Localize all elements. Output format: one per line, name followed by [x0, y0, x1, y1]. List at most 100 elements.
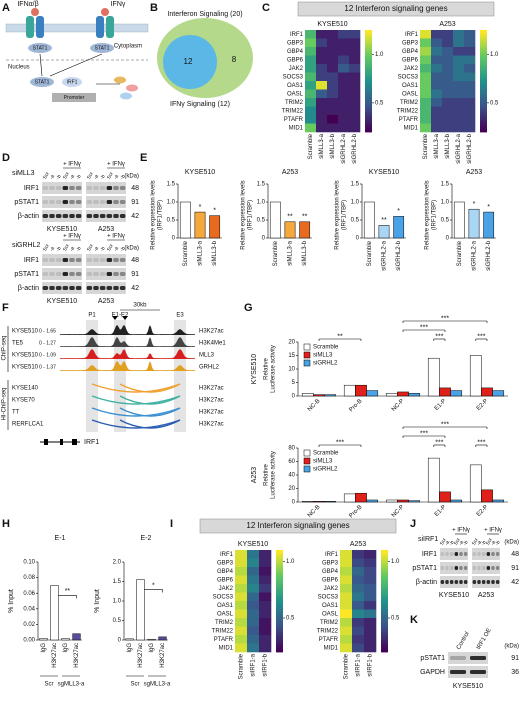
band	[113, 200, 119, 204]
x-tick-label: siGRHL2-b	[486, 240, 492, 270]
y-tick-label: 40	[288, 473, 295, 479]
heatmap-cell	[431, 98, 443, 107]
band	[86, 214, 93, 218]
colorbar-tick-label: 0.5	[391, 616, 400, 622]
bar	[209, 215, 221, 239]
bar	[385, 499, 398, 503]
band	[459, 566, 463, 570]
heatmap-cell	[340, 601, 353, 610]
significance: **	[302, 214, 308, 221]
significance: **	[337, 333, 343, 340]
x-tick-label: IgG	[63, 643, 69, 653]
legend-swatch	[303, 343, 311, 351]
colorbar-step	[480, 30, 487, 33]
lane-label: -b	[55, 246, 63, 253]
band	[55, 258, 62, 262]
colorbar-step	[276, 588, 283, 592]
colorbar-step	[276, 557, 283, 561]
gene-label: JAK2	[219, 586, 234, 592]
heatmap-cell	[352, 635, 365, 644]
colorbar-step	[365, 50, 372, 54]
bar	[147, 638, 156, 641]
colorbar-step	[365, 116, 372, 120]
chart-title: KYSE510	[185, 169, 215, 176]
heatmap-cell	[338, 64, 350, 73]
panel-letter: C	[262, 2, 270, 14]
kda-label: 91	[131, 271, 139, 278]
colorbar-step	[480, 106, 487, 110]
bar	[481, 387, 493, 397]
band	[93, 200, 99, 204]
gene-label: MID1	[219, 645, 234, 651]
gene-label: MID1	[404, 125, 419, 131]
band	[454, 566, 459, 570]
band	[49, 286, 55, 290]
bar	[179, 201, 191, 239]
significance: ***	[336, 439, 344, 446]
bar	[324, 501, 337, 503]
y-tick-label: 1.5	[441, 182, 450, 188]
gene-label: PTAFR	[214, 637, 234, 643]
bar	[72, 633, 81, 641]
heatmap-cell	[364, 601, 377, 610]
y-tick-label: 20	[288, 340, 295, 346]
gene-label: OASL	[287, 91, 304, 97]
band	[42, 214, 49, 218]
bar	[469, 355, 482, 397]
region-highlight	[174, 320, 186, 432]
band	[491, 552, 495, 556]
chart-title: A253	[466, 169, 482, 176]
panel-letter: A	[2, 2, 10, 14]
band	[481, 566, 486, 570]
lane-label: -a	[69, 246, 77, 253]
heatmap-cell	[235, 558, 248, 568]
colorbar-step	[480, 35, 487, 39]
heatmap-cell	[464, 81, 476, 90]
heatmap-cell	[338, 38, 350, 48]
compartment-label: Nucleus	[8, 65, 30, 71]
lane-label: Scr	[62, 171, 71, 181]
arrow	[39, 53, 43, 77]
bar	[393, 216, 405, 239]
y-tick-label: 0.5	[113, 618, 122, 624]
heatmap-cell	[259, 558, 272, 568]
colorbar-step	[381, 636, 388, 640]
y-tick-label: 0	[172, 236, 176, 242]
x-tick-label: Scramble	[457, 240, 463, 266]
band	[75, 258, 82, 262]
heatmap-cell	[349, 72, 361, 82]
colorbar-step	[365, 81, 372, 84]
colorbar-step	[365, 129, 372, 133]
band	[75, 186, 82, 190]
colorbar-step	[381, 608, 388, 612]
gene-label: OAS1	[402, 83, 419, 89]
track-name: TT	[12, 410, 20, 416]
lane-label: Scr	[86, 171, 95, 181]
track-name: TE5	[12, 341, 24, 347]
blot-background	[86, 254, 126, 266]
band	[69, 286, 75, 290]
heatmap-cell	[259, 550, 272, 559]
bar	[439, 491, 451, 503]
gene-label: OASL	[217, 611, 234, 617]
arrowhead	[112, 316, 118, 320]
bar	[408, 393, 421, 397]
heatmap-cell	[327, 47, 339, 56]
heatmap-cell	[316, 47, 328, 56]
band	[69, 200, 75, 204]
blot-background	[42, 254, 82, 266]
colorbar-step	[276, 585, 283, 589]
signal-track	[60, 349, 195, 359]
heatmap-cell	[235, 643, 248, 653]
colorbar-step	[365, 101, 372, 105]
gene-label: IRF1	[84, 439, 99, 446]
heatmap-cell	[420, 81, 432, 90]
gene-label: OAS1	[322, 603, 339, 609]
treatment-label: + IFNγ	[107, 162, 125, 168]
y-tick-label: 5	[292, 380, 296, 386]
receptor	[36, 16, 44, 38]
cell-label: KYSE510	[47, 226, 77, 233]
band	[93, 272, 99, 276]
band	[445, 566, 449, 570]
heatmap-cell	[247, 601, 260, 610]
